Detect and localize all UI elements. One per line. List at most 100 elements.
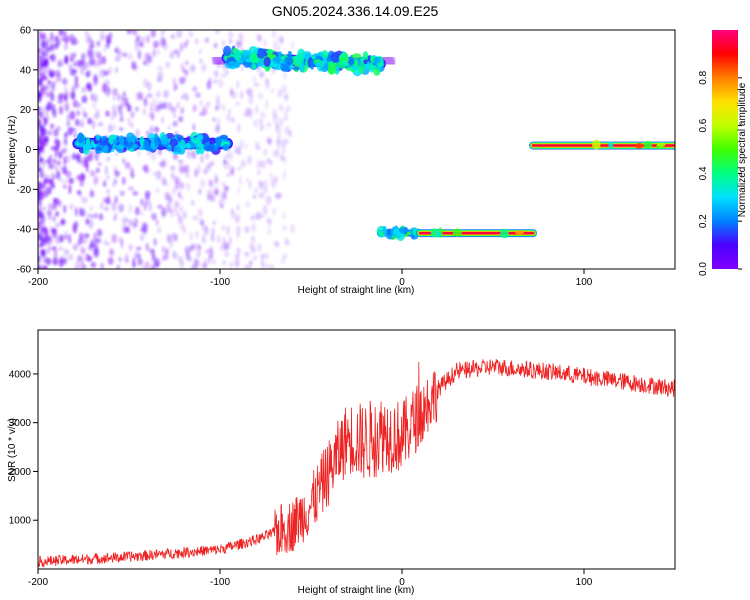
noise-blob (178, 159, 184, 164)
noise-blob (257, 243, 262, 252)
noise-blob (55, 165, 58, 172)
band-blob (160, 134, 169, 145)
noise-blob (114, 55, 121, 62)
noise-blob (134, 251, 139, 260)
band-blob (327, 63, 337, 75)
band-blob (126, 132, 135, 142)
noise-blob (53, 129, 59, 137)
noise-blob (96, 167, 100, 173)
noise-blob (74, 75, 79, 84)
noise-blob (43, 43, 48, 53)
noise-blob (161, 116, 165, 124)
noise-blob (263, 148, 268, 156)
noise-blob (49, 154, 53, 162)
noise-blob (266, 139, 273, 144)
noise-blob (150, 264, 154, 269)
noise-blob (184, 60, 189, 66)
snr-x-tick-label: -200 (28, 577, 48, 588)
spectrogram-ylabel: Frequency (Hz) (7, 116, 18, 185)
noise-blob (210, 232, 215, 242)
noise-blob (38, 160, 41, 166)
noise-blob (213, 187, 220, 195)
colorbar-gradient (712, 30, 738, 269)
noise-blob (141, 35, 145, 43)
noise-blob (262, 204, 268, 215)
noise-blob (99, 35, 106, 42)
noise-blob (214, 41, 218, 48)
noise-blob (252, 255, 258, 261)
noise-blob (117, 49, 122, 57)
noise-blob (272, 109, 277, 118)
noise-blob (180, 107, 185, 115)
noise-blob (111, 233, 117, 244)
noise-blob (49, 181, 55, 188)
noise-blob (184, 246, 190, 256)
noise-blob (42, 116, 46, 121)
noise-blob (121, 176, 126, 185)
spectral-band-band-lower (410, 223, 543, 244)
noise-blob (39, 156, 44, 163)
noise-blob (64, 102, 70, 112)
noise-blob (38, 255, 41, 262)
noise-blob (62, 184, 67, 189)
noise-blob (75, 118, 80, 127)
noise-blob (38, 197, 41, 203)
noise-blob (72, 61, 77, 67)
noise-blob (235, 253, 239, 260)
noise-blob (63, 248, 67, 257)
noise-blob (85, 253, 91, 262)
noise-blob (144, 164, 148, 174)
noise-blob (273, 175, 279, 184)
noise-blob (81, 174, 86, 181)
noise-blob (216, 94, 220, 103)
noise-blob (173, 112, 176, 119)
noise-blob (117, 93, 121, 102)
noise-blob (64, 54, 69, 64)
noise-blob (98, 213, 104, 221)
noise-blob (172, 106, 177, 113)
noise-blob (114, 47, 118, 54)
band-blob (635, 142, 644, 149)
noise-blob (196, 243, 200, 250)
noise-blob (185, 93, 189, 102)
band-blob (99, 140, 108, 147)
noise-blob (70, 92, 75, 100)
noise-blob (283, 116, 289, 121)
noise-blob (191, 200, 195, 206)
band-blob (348, 58, 355, 66)
band-blob (227, 60, 237, 68)
band-blob (95, 146, 103, 152)
noise-blob (212, 117, 216, 122)
noise-blob (41, 58, 48, 67)
noise-blob (212, 259, 216, 265)
band-blob (143, 140, 150, 151)
noise-blob (206, 80, 212, 90)
spectrogram-xlabel: Height of straight line (km) (298, 285, 415, 296)
noise-blob (50, 225, 53, 233)
noise-blob (125, 252, 129, 261)
noise-blob (213, 79, 218, 84)
noise-blob (199, 99, 203, 107)
noise-blob (88, 243, 94, 249)
noise-blob (205, 101, 211, 107)
noise-blob (162, 38, 166, 46)
noise-blob (149, 202, 152, 212)
noise-blob (200, 178, 206, 188)
noise-blob (253, 212, 259, 221)
noise-blob (58, 150, 63, 156)
noise-blob (49, 103, 56, 111)
noise-blob (54, 148, 58, 158)
noise-blob (164, 250, 169, 261)
noise-blob (43, 174, 50, 182)
noise-blob (212, 220, 216, 226)
noise-blob (118, 257, 122, 262)
noise-blob (72, 99, 78, 108)
noise-blob (174, 200, 180, 208)
spectrogram-noise (38, 30, 295, 269)
band-blob (249, 53, 258, 64)
noise-blob (152, 50, 156, 58)
noise-blob (156, 49, 160, 56)
noise-blob (170, 165, 176, 171)
noise-blob (85, 30, 89, 38)
noise-blob (56, 142, 60, 151)
